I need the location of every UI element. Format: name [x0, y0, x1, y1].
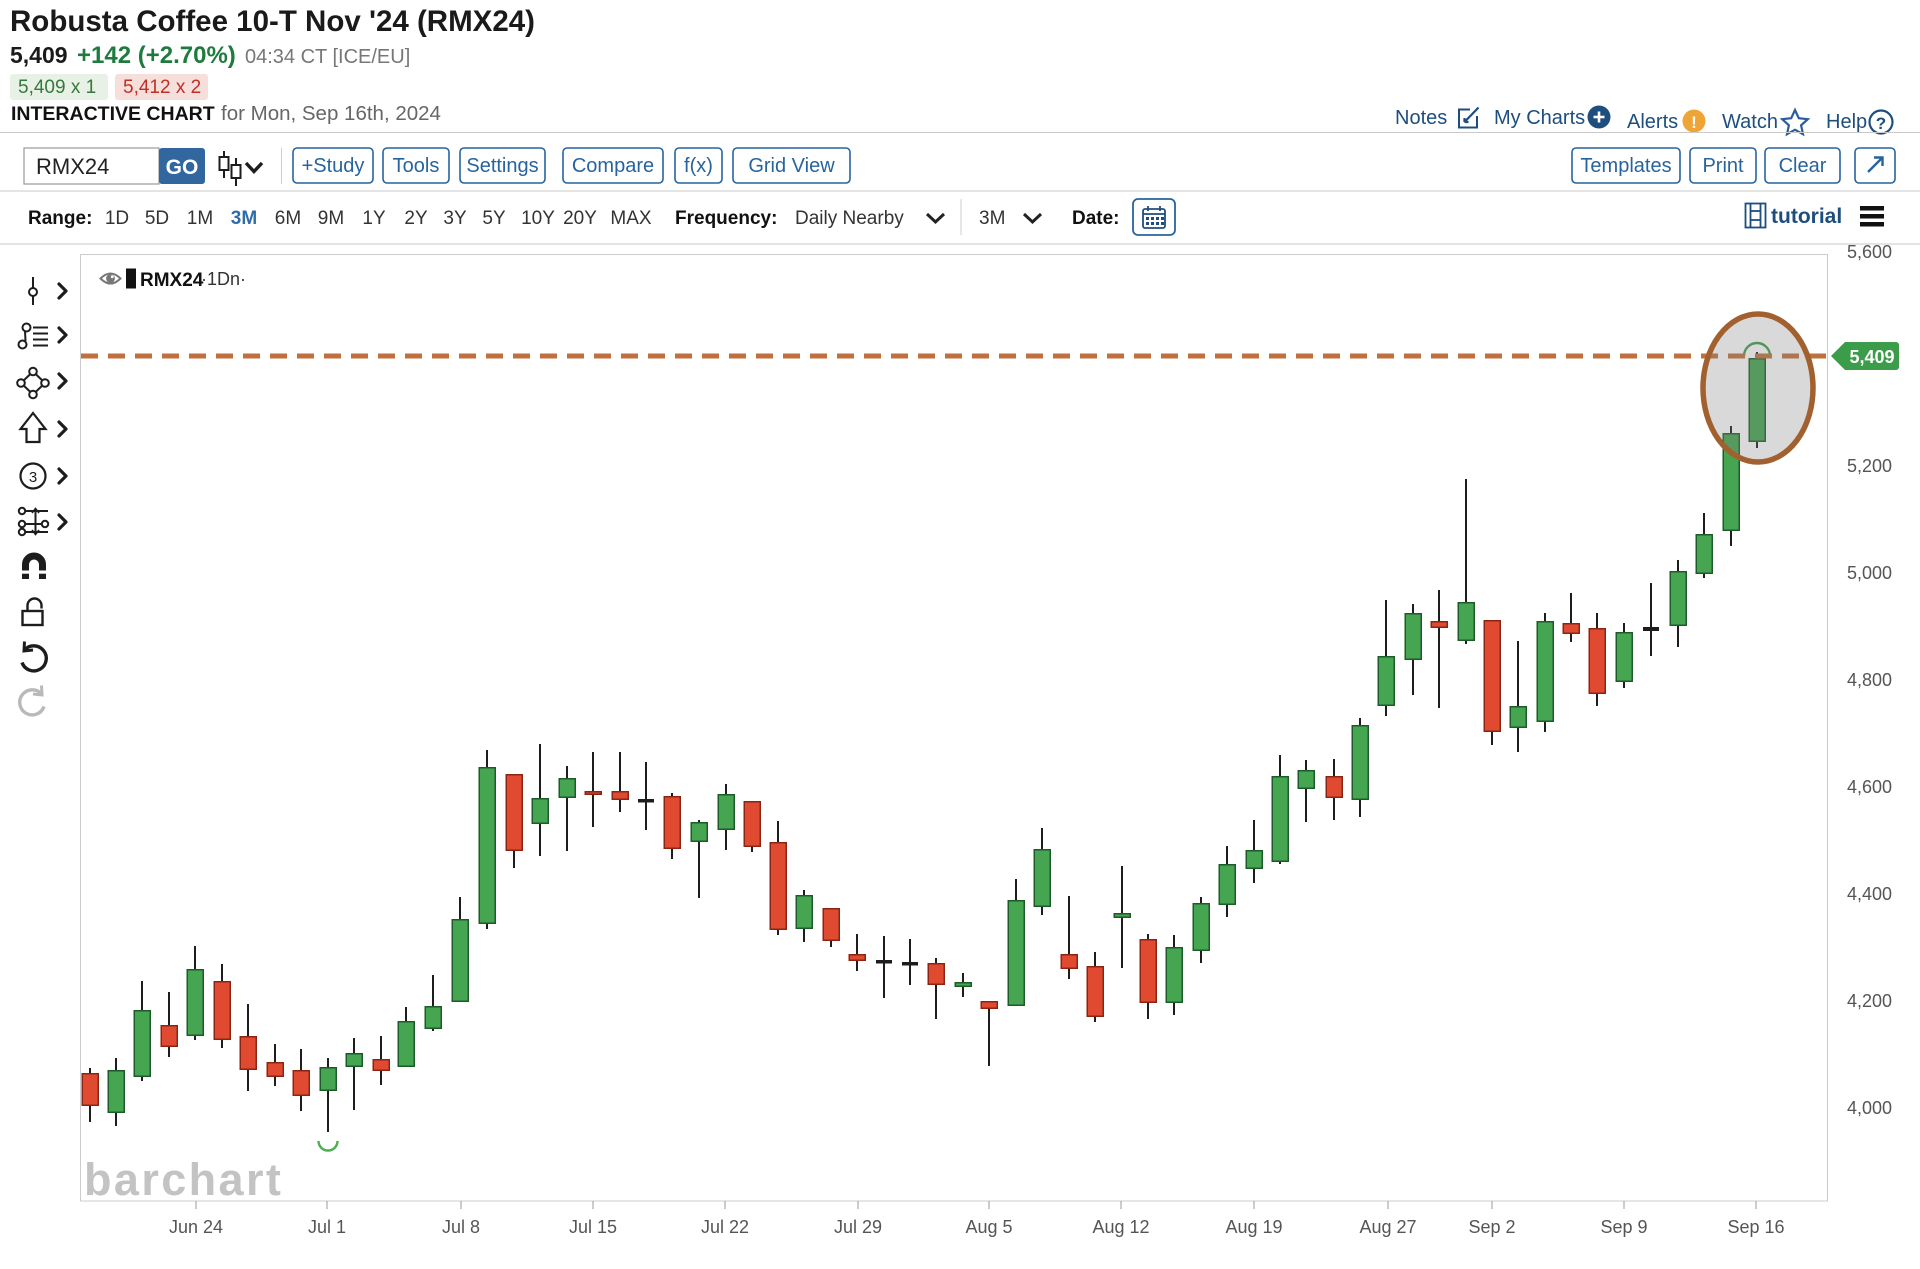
svg-text:5,409: 5,409 [10, 42, 68, 68]
svg-text:5Y: 5Y [482, 208, 506, 229]
svg-text:Tools: Tools [393, 155, 440, 177]
svg-text:6M: 6M [275, 208, 301, 229]
svg-text:5,200: 5,200 [1847, 456, 1892, 476]
svg-text:MAX: MAX [610, 208, 652, 229]
svg-text:5,412 x 2: 5,412 x 2 [123, 77, 201, 98]
svg-text:Aug 19: Aug 19 [1225, 1217, 1282, 1237]
svg-text:barchart: barchart [84, 1154, 283, 1205]
svg-text:Settings: Settings [466, 155, 538, 177]
svg-text:Print: Print [1702, 155, 1744, 177]
svg-text:Jul 15: Jul 15 [569, 1217, 617, 1237]
svg-text:Jul 22: Jul 22 [701, 1217, 749, 1237]
svg-text:Watch: Watch [1722, 111, 1778, 133]
svg-text:tutorial: tutorial [1771, 205, 1842, 228]
svg-text:Date:: Date: [1072, 208, 1120, 229]
svg-text:+Study: +Study [302, 155, 365, 177]
svg-text:Jun 24: Jun 24 [169, 1217, 223, 1237]
svg-text:4,200: 4,200 [1847, 991, 1892, 1011]
svg-text:4,400: 4,400 [1847, 884, 1892, 904]
svg-text:+142 (+2.70%): +142 (+2.70%) [77, 42, 236, 69]
svg-text:Aug 27: Aug 27 [1359, 1217, 1416, 1237]
svg-text:4,000: 4,000 [1847, 1098, 1892, 1118]
svg-text:Frequency:: Frequency: [675, 208, 777, 229]
svg-text:5,409 x 1: 5,409 x 1 [18, 77, 96, 98]
svg-text:Sep 16: Sep 16 [1727, 1217, 1784, 1237]
svg-text:Templates: Templates [1580, 155, 1671, 177]
svg-text:Grid View: Grid View [748, 155, 835, 177]
svg-text:3M: 3M [231, 208, 257, 229]
svg-text:Jul 29: Jul 29 [834, 1217, 882, 1237]
svg-text:04:34 CT [ICE/EU]: 04:34 CT [ICE/EU] [245, 46, 410, 68]
svg-text:5,600: 5,600 [1847, 242, 1892, 262]
svg-text:Jul 8: Jul 8 [442, 1217, 480, 1237]
svg-text:Clear: Clear [1779, 155, 1827, 177]
svg-text:RMX24: RMX24 [36, 154, 109, 179]
svg-text:Daily Nearby: Daily Nearby [795, 208, 904, 229]
svg-text:3Y: 3Y [443, 208, 467, 229]
svg-text:Jul 1: Jul 1 [308, 1217, 346, 1237]
svg-text:5,000: 5,000 [1847, 563, 1892, 583]
svg-text:f(x): f(x) [684, 155, 713, 177]
svg-text:INTERACTIVE CHART: INTERACTIVE CHART [11, 103, 215, 125]
svg-text:GO: GO [166, 156, 199, 179]
svg-text:20Y: 20Y [563, 208, 597, 229]
svg-text:Notes: Notes [1395, 107, 1447, 129]
svg-text:RMX24: RMX24 [140, 270, 204, 291]
svg-text:2Y: 2Y [404, 208, 428, 229]
svg-text:Range:: Range: [28, 208, 92, 229]
svg-text:9M: 9M [318, 208, 344, 229]
svg-text:My Charts: My Charts [1494, 107, 1585, 129]
svg-text:Robusta Coffee 10-T Nov '24 (R: Robusta Coffee 10-T Nov '24 (RMX24) [10, 5, 535, 38]
svg-text:1D: 1D [105, 208, 129, 229]
svg-text:1Y: 1Y [362, 208, 386, 229]
svg-text:·1Dn·: ·1Dn· [201, 269, 246, 289]
svg-text:Sep 9: Sep 9 [1600, 1217, 1647, 1237]
svg-text:4,800: 4,800 [1847, 670, 1892, 690]
svg-text:?: ? [1876, 114, 1886, 133]
svg-text:Sep 2: Sep 2 [1468, 1217, 1515, 1237]
svg-text:for Mon, Sep 16th, 2024: for Mon, Sep 16th, 2024 [221, 102, 441, 125]
svg-text:3M: 3M [979, 208, 1005, 229]
svg-text:3: 3 [29, 469, 37, 486]
svg-text:Compare: Compare [572, 155, 654, 177]
svg-text:Help: Help [1826, 111, 1867, 133]
svg-text:5D: 5D [145, 208, 169, 229]
svg-text:Aug 12: Aug 12 [1092, 1217, 1149, 1237]
svg-text:!: ! [1691, 113, 1697, 132]
svg-text:4,600: 4,600 [1847, 777, 1892, 797]
svg-text:Alerts: Alerts [1627, 111, 1678, 133]
svg-text:Aug 5: Aug 5 [965, 1217, 1012, 1237]
svg-text:1M: 1M [187, 208, 213, 229]
svg-text:5,409: 5,409 [1849, 347, 1894, 367]
svg-text:10Y: 10Y [521, 208, 555, 229]
